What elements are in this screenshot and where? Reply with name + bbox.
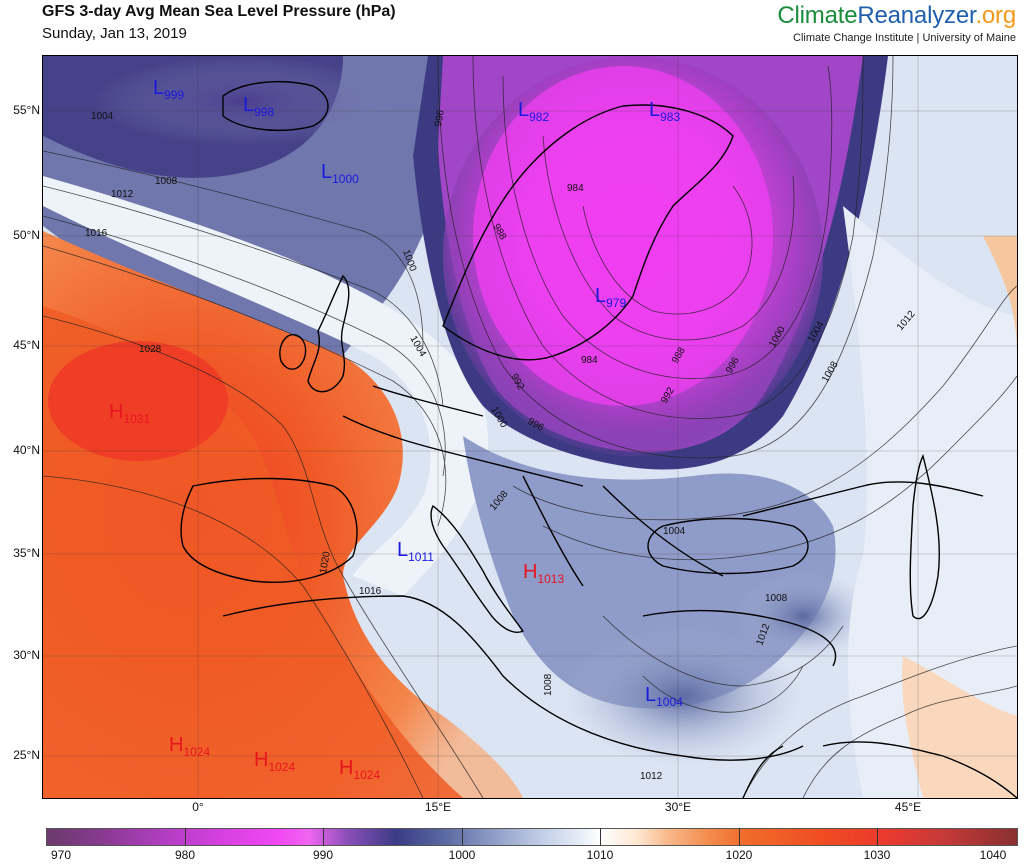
colorbar-label: 970 <box>50 848 72 862</box>
lat-label: 35°N <box>13 546 40 560</box>
contour-label: 1012 <box>111 189 134 200</box>
map-title: GFS 3-day Avg Mean Sea Level Pressure (h… <box>42 3 396 20</box>
lon-label: 30°E <box>664 800 692 814</box>
colorbar-label: 980 <box>174 848 196 862</box>
high-pressure-marker: H1013 <box>523 561 564 586</box>
brand-tagline: Climate Change Institute | University of… <box>793 32 1016 44</box>
contour-label: 1008 <box>543 673 554 696</box>
lat-label: 30°N <box>13 648 40 662</box>
colorbar-tick <box>323 828 324 846</box>
low-pressure-marker: L1000 <box>321 161 359 186</box>
high-pressure-marker: H1024 <box>339 757 380 782</box>
lat-label: 45°N <box>13 338 40 352</box>
colorbar-tick <box>462 828 463 846</box>
colorbar-label: 1030 <box>863 848 891 862</box>
colorbar-tick <box>877 828 878 846</box>
brand-part3: .org <box>975 2 1016 29</box>
pressure-map: 1004 1008 1012 1016 1028 1020 1016 996 1… <box>42 55 1018 799</box>
brand-logo[interactable]: ClimateReanalyzer.org Climate Change Ins… <box>777 2 1016 44</box>
contour-label: 984 <box>581 355 598 366</box>
brand-name: ClimateReanalyzer.org <box>777 2 1016 30</box>
lat-label: 50°N <box>13 228 40 242</box>
map-date: Sunday, Jan 13, 2019 <box>42 25 187 42</box>
lat-label: 25°N <box>13 748 40 762</box>
contour-label: 1016 <box>359 586 382 597</box>
colorbar-tick <box>185 828 186 846</box>
colorbar-label: 1000 <box>448 848 476 862</box>
low-pressure-marker: L979 <box>595 285 626 310</box>
contour-label: 1004 <box>663 526 686 537</box>
low-pressure-marker: L1011 <box>397 539 434 564</box>
colorbar-label: 1020 <box>725 848 753 862</box>
contour-label: 1016 <box>85 228 108 239</box>
contour-label: 1020 <box>318 550 333 574</box>
low-pressure-marker: L999 <box>153 77 184 102</box>
contour-label: 984 <box>567 183 584 194</box>
contour-label: 996 <box>433 109 447 128</box>
low-pressure-marker: L983 <box>649 99 680 124</box>
low-pressure-marker: L998 <box>243 94 274 119</box>
low-pressure-marker: L1004 <box>645 684 683 709</box>
pressure-colorbar <box>46 828 1018 846</box>
lon-label: 0° <box>192 800 204 814</box>
contour-label: 1012 <box>640 771 663 782</box>
contour-label: 1008 <box>155 176 178 187</box>
contour-label: 1004 <box>91 111 114 122</box>
low-pressure-marker: L982 <box>518 99 549 124</box>
lat-label: 55°N <box>13 103 40 117</box>
colorbar-label: 1040 <box>979 848 1007 862</box>
colorbar-label: 990 <box>312 848 334 862</box>
high-pressure-marker: H1024 <box>169 734 210 759</box>
colorbar-tick <box>600 828 601 846</box>
high-pressure-marker: H1031 <box>109 401 150 426</box>
brand-part2: Reanalyzer <box>857 2 976 29</box>
lon-label: 15°E <box>424 800 452 814</box>
contour-label: 1008 <box>765 593 788 604</box>
colorbar-label: 1010 <box>586 848 614 862</box>
map-svg: 1004 1008 1012 1016 1028 1020 1016 996 1… <box>43 56 1017 798</box>
contour-label: 1028 <box>139 344 162 355</box>
lon-label: 45°E <box>894 800 922 814</box>
lat-label: 40°N <box>13 443 40 457</box>
brand-part1: Climate <box>777 2 858 29</box>
high-pressure-marker: H1024 <box>254 749 295 774</box>
colorbar-tick <box>739 828 740 846</box>
